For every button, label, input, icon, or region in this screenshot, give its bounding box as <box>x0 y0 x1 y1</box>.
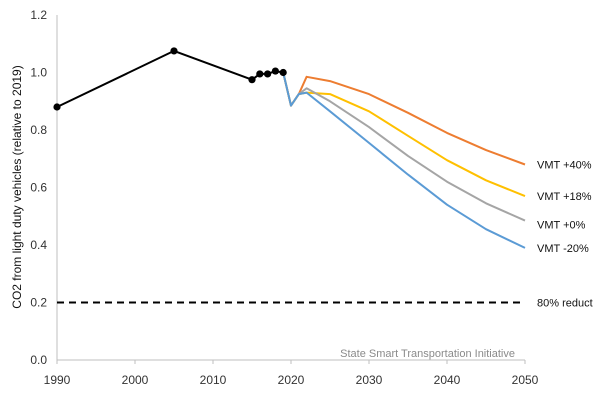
series-labels: 80% reduct VMT +40% VMT +18% VMT +0% VMT -20… <box>537 160 593 310</box>
series-label: VMT +0% <box>537 220 586 232</box>
series-label: VMT +40% <box>537 160 592 172</box>
y-tick-label: 0.2 <box>30 296 47 310</box>
x-tick-label: 2040 <box>434 373 461 387</box>
historical-point <box>170 47 178 55</box>
x-tick-label: 2030 <box>356 373 383 387</box>
y-tick-label: 1.0 <box>30 66 47 80</box>
historical-point <box>271 67 279 75</box>
series-line <box>282 72 526 166</box>
x-tick-label: 2020 <box>278 373 305 387</box>
historical-point <box>248 76 256 84</box>
historical-point <box>256 70 264 78</box>
y-tick-label: 1.2 <box>30 8 47 22</box>
series-line <box>282 72 526 222</box>
y-tick-label: 0.0 <box>30 353 47 367</box>
y-axis-label: CO2 from light duty vehicles (relative t… <box>10 65 24 308</box>
series-label: VMT -20% <box>537 243 589 255</box>
series-line <box>282 72 526 249</box>
x-tick-label: 1990 <box>44 373 71 387</box>
axes: 0.0 0.2 0.4 0.6 0.8 1.0 1.2 1990 2000 2010 2020 203… <box>30 8 538 387</box>
y-tick-label: 0.6 <box>30 181 47 195</box>
x-tick-label: 2050 <box>512 373 539 387</box>
series-label: VMT +18% <box>537 191 592 203</box>
y-tick-label: 0.8 <box>30 123 47 137</box>
reference-line-label: 80% reduct <box>537 298 593 310</box>
credit-text: State Smart Transportation Initiative <box>340 348 515 360</box>
historical-point <box>53 103 61 111</box>
historical-point <box>264 70 272 78</box>
y-tick-label: 0.4 <box>30 238 47 252</box>
series-line <box>282 72 526 198</box>
x-tick-label: 2000 <box>122 373 149 387</box>
plot-marks <box>53 47 526 304</box>
historical-point <box>279 68 287 77</box>
x-tick-label: 2010 <box>200 373 227 387</box>
